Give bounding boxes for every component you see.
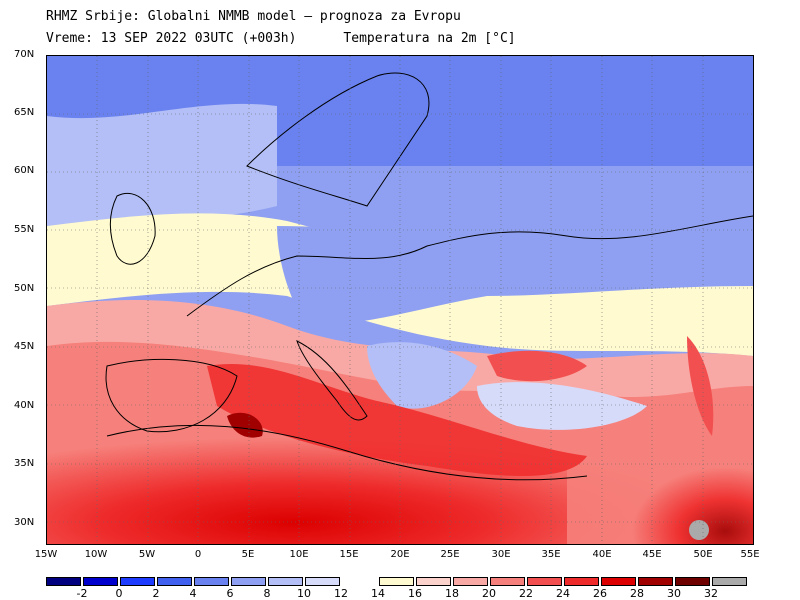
color-scale-swatch — [490, 577, 525, 586]
color-scale-swatch — [675, 577, 710, 586]
lon-label-35e: 35E — [541, 549, 561, 560]
color-scale-swatch — [416, 577, 451, 586]
color-scale-label: 26 — [593, 587, 607, 600]
lat-label-65n: 65N — [14, 107, 35, 118]
lat-label-60n: 60N — [14, 165, 35, 176]
lat-label-55n: 55N — [14, 224, 35, 235]
color-scale-label: 20 — [482, 587, 496, 600]
color-scale-label: 14 — [371, 587, 385, 600]
color-scale-label: 8 — [263, 587, 271, 600]
lon-label-45e: 45E — [642, 549, 662, 560]
lat-label-70n: 70N — [14, 49, 35, 60]
lon-label-5e: 5E — [241, 549, 255, 560]
lon-label-20e: 20E — [390, 549, 410, 560]
color-scale-label: 24 — [556, 587, 570, 600]
forecast-time: Vreme: 13 SEP 2022 03UTC (+003h) — [46, 31, 297, 46]
color-scale-swatch — [268, 577, 303, 586]
color-scale-label: 10 — [297, 587, 311, 600]
lon-label-40e: 40E — [592, 549, 612, 560]
lat-label-40n: 40N — [14, 400, 35, 411]
lon-label-55e: 55E — [740, 549, 760, 560]
temperature-field — [47, 56, 753, 544]
temperature-map — [46, 55, 754, 545]
color-scale-swatch — [157, 577, 192, 586]
lon-label-25e: 25E — [440, 549, 460, 560]
color-scale-swatch — [120, 577, 155, 586]
color-scale-swatch — [231, 577, 266, 586]
color-scale-swatch — [305, 577, 340, 586]
color-scale-swatch — [379, 577, 414, 586]
lon-label-50e: 50E — [693, 549, 713, 560]
color-scale-label: -2 — [76, 587, 88, 600]
lon-label-5w: 5W — [138, 549, 156, 560]
color-scale-swatch — [342, 577, 377, 586]
map-subtitle: Vreme: 13 SEP 2022 03UTC (+003h) Tempera… — [46, 31, 516, 47]
color-scale-label: 32 — [704, 587, 718, 600]
lon-label-0: 0 — [194, 549, 202, 560]
lon-label-10w: 10W — [84, 549, 108, 560]
color-scale-label: 12 — [334, 587, 348, 600]
color-scale-swatch — [453, 577, 488, 586]
color-scale-label: 22 — [519, 587, 533, 600]
color-scale-label: 0 — [115, 587, 123, 600]
color-scale-swatch — [601, 577, 636, 586]
lat-label-50n: 50N — [14, 283, 35, 294]
color-scale-swatch — [83, 577, 118, 586]
color-scale-label: 4 — [189, 587, 197, 600]
color-scale-swatch — [564, 577, 599, 586]
lon-label-30e: 30E — [491, 549, 511, 560]
map-title: RHMZ Srbije: Globalni NMMB model — progn… — [46, 9, 461, 24]
color-scale-bar — [46, 577, 749, 586]
variable-label: Temperatura na 2m [°C] — [343, 31, 516, 46]
color-scale-label: 2 — [152, 587, 160, 600]
color-scale-label: 28 — [630, 587, 644, 600]
lon-label-10e: 10E — [289, 549, 309, 560]
lat-label-35n: 35N — [14, 458, 35, 469]
color-scale-label: 18 — [445, 587, 459, 600]
color-scale-label: 30 — [667, 587, 681, 600]
lat-label-45n: 45N — [14, 341, 35, 352]
lat-label-30n: 30N — [14, 517, 35, 528]
color-scale-swatch — [638, 577, 673, 586]
color-scale-swatch — [194, 577, 229, 586]
lon-label-15w: 15W — [34, 549, 58, 560]
color-scale-swatch — [712, 577, 747, 586]
color-scale-label: 16 — [408, 587, 422, 600]
color-scale-swatch — [527, 577, 562, 586]
color-scale-label: 6 — [226, 587, 234, 600]
color-scale-swatch — [46, 577, 81, 586]
lon-label-15e: 15E — [339, 549, 359, 560]
